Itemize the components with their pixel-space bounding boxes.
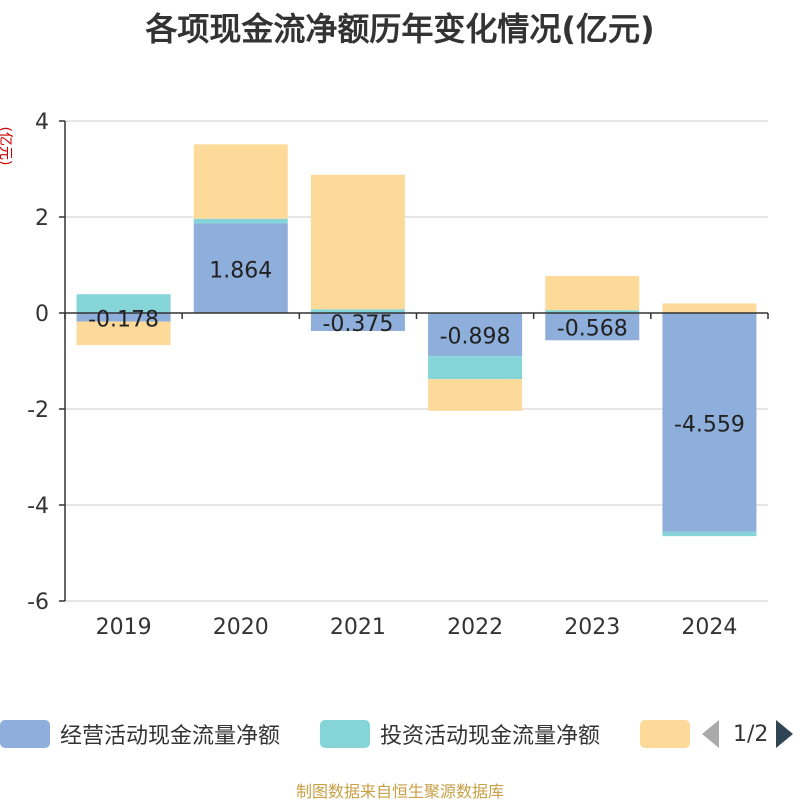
bar-series2-2021[interactable]	[310, 174, 405, 310]
x-tick-label: 2024	[681, 615, 737, 640]
data-source-footer: 制图数据来自恒生聚源数据库	[295, 782, 504, 801]
x-tick-label: 2019	[96, 615, 152, 640]
bar-series0-2024[interactable]	[662, 313, 757, 532]
bar-series2-2019[interactable]	[76, 321, 171, 346]
bar-series2-2022[interactable]	[428, 379, 523, 411]
legend-prev-page-icon[interactable]	[702, 720, 719, 748]
legend-next-page-icon[interactable]	[776, 720, 794, 748]
legend-swatch-investing	[320, 720, 370, 748]
x-tick-label: 2020	[213, 615, 269, 640]
y-tick-label: 0	[35, 302, 49, 327]
y-tick-label: -6	[27, 590, 49, 615]
legend-page-indicator: 1/2	[733, 721, 769, 747]
legend-item-operating[interactable]: 经营活动现金流量净额	[0, 716, 280, 752]
data-label: -0.375	[322, 312, 393, 337]
y-tick-label: -4	[27, 494, 49, 519]
legend-item-investing[interactable]: 投资活动现金流量净额	[320, 716, 600, 752]
data-label: -0.568	[557, 317, 628, 342]
bar-series1-2023[interactable]	[545, 310, 640, 313]
chart-canvas: 4 2 0 -2 -4 -6 2019 2020 2021 2022 2023 2024 -0.178 1…	[27, 110, 769, 640]
legend-item-financing[interactable]	[640, 716, 690, 752]
chart-title: 各项现金流净额历年变化情况(亿元)	[145, 10, 655, 48]
bar-series2-2020[interactable]	[193, 144, 288, 219]
bar-series0-2019[interactable]	[76, 313, 171, 322]
bar-series1-2019[interactable]	[76, 294, 171, 313]
bar-series0-2020[interactable]	[193, 223, 288, 313]
bar-series2-2023[interactable]	[545, 276, 640, 311]
bar-series2-2024[interactable]	[662, 303, 757, 313]
bar-series0-2022[interactable]	[428, 313, 523, 357]
x-tick-label: 2023	[564, 615, 620, 640]
x-tick-label: 2021	[330, 615, 386, 640]
legend: 经营活动现金流量净额 投资活动现金流量净额	[0, 716, 800, 752]
x-tick-label: 2022	[447, 615, 503, 640]
y-tick-label: 4	[35, 110, 49, 135]
bar-series0-2021[interactable]	[310, 313, 405, 331]
data-label: 1.864	[209, 258, 272, 283]
bar-series1-2020[interactable]	[193, 218, 288, 224]
data-label: -0.898	[440, 325, 511, 350]
data-label: -4.559	[674, 412, 745, 437]
bar-series1-2024[interactable]	[662, 531, 757, 537]
bar-series1-2021[interactable]	[310, 309, 405, 313]
legend-swatch-operating	[0, 720, 50, 748]
y-tick-label: -2	[27, 398, 49, 423]
bar-series1-2022[interactable]	[428, 356, 523, 380]
bar-series0-2023[interactable]	[545, 313, 640, 341]
legend-label-operating: 经营活动现金流量净额	[60, 724, 281, 749]
y-tick-label: 2	[35, 206, 49, 231]
legend-pager: 1/2	[702, 716, 794, 752]
legend-label-investing: 投资活动现金流量净额	[380, 724, 601, 749]
legend-swatch-financing	[640, 720, 690, 748]
data-label: -0.178	[88, 307, 159, 332]
